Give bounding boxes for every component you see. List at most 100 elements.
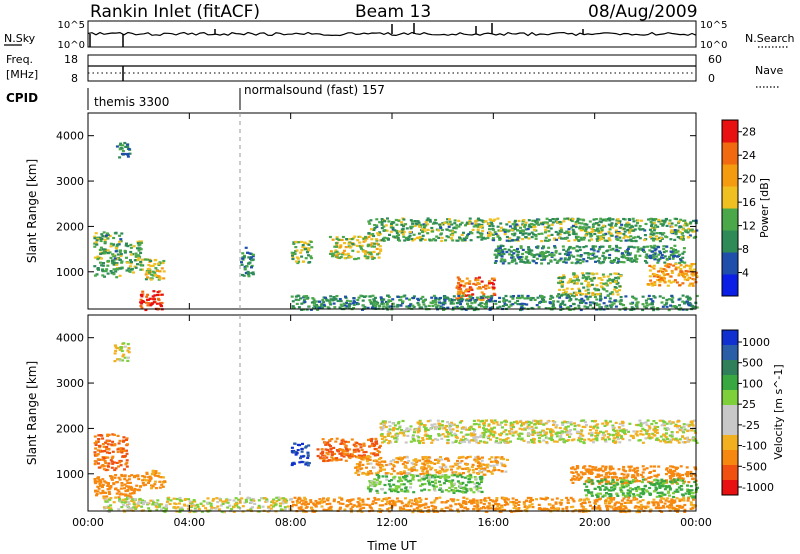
heatmap-cell <box>649 256 653 259</box>
heatmap-cell <box>620 223 624 226</box>
heatmap-cell <box>559 257 563 260</box>
heatmap-cell <box>650 237 654 240</box>
heatmap-cell <box>584 293 588 296</box>
heatmap-cell <box>465 433 469 436</box>
heatmap-cell <box>455 429 459 432</box>
heatmap-cell <box>468 288 472 291</box>
heatmap-cell <box>375 489 379 492</box>
heatmap-cell <box>478 286 481 289</box>
heatmap-cell <box>398 425 402 428</box>
heatmap-cell <box>511 223 515 226</box>
heatmap-cell <box>619 260 623 264</box>
heatmap-cell <box>305 461 309 464</box>
heatmap-cell <box>569 298 573 301</box>
heatmap-cell <box>121 150 125 153</box>
heatmap-cell <box>119 240 123 243</box>
heatmap-cell <box>576 250 580 253</box>
heatmap-cell <box>419 223 423 226</box>
heatmap-cell <box>331 299 335 302</box>
heatmap-cell <box>337 458 341 461</box>
heatmap-cell <box>369 244 373 247</box>
heatmap-cell <box>481 221 485 224</box>
heatmap-cell <box>665 236 669 239</box>
heatmap-cell <box>625 224 629 227</box>
heatmap-cell <box>447 490 451 493</box>
heatmap-cell <box>107 448 111 451</box>
heatmap-cell <box>126 245 130 248</box>
heatmap-cell <box>684 264 688 267</box>
heatmap-cell <box>520 294 524 297</box>
heatmap-cell <box>480 305 483 308</box>
heatmap-cell <box>454 434 458 437</box>
heatmap-cell <box>564 261 568 264</box>
heatmap-cell <box>652 222 656 225</box>
heatmap-cell <box>461 435 465 438</box>
heatmap-cell <box>593 222 597 225</box>
heatmap-cell <box>448 428 452 432</box>
heatmap-cell <box>538 422 542 425</box>
heatmap-cell <box>139 240 143 243</box>
heatmap-cell <box>520 306 524 309</box>
heatmap-cell <box>420 422 423 425</box>
heatmap-cell <box>599 245 603 248</box>
heatmap-cell <box>318 456 322 459</box>
heatmap-cell <box>632 469 636 472</box>
heatmap-cell <box>559 436 563 439</box>
heatmap-cell <box>475 485 479 488</box>
heatmap-cell <box>633 236 637 239</box>
heatmap-cell <box>476 281 480 284</box>
heatmap-cell <box>588 220 592 223</box>
heatmap-cell <box>333 452 337 455</box>
heatmap-cell <box>102 262 105 265</box>
heatmap-cell <box>649 471 653 474</box>
heatmap-cell <box>326 448 330 452</box>
heatmap-cell <box>501 305 505 308</box>
heatmap-cell <box>503 233 507 236</box>
heatmap-cell <box>641 422 645 425</box>
heatmap-cell <box>594 288 598 291</box>
heatmap-cell <box>107 465 110 468</box>
heatmap-cell <box>427 465 431 468</box>
heatmap-cell <box>323 454 327 457</box>
heatmap-cell <box>348 448 352 451</box>
heatmap-cell <box>609 232 613 235</box>
heatmap-cell <box>121 359 125 362</box>
heatmap-cell <box>601 465 605 468</box>
heatmap-cell <box>685 437 689 440</box>
heatmap-cell <box>662 279 666 282</box>
heatmap-cell <box>108 451 111 455</box>
heatmap-cell <box>426 434 430 438</box>
heatmap-cell <box>386 238 390 241</box>
heatmap-cell <box>624 235 628 238</box>
heatmap-cell <box>242 274 246 277</box>
heatmap-cell <box>440 458 444 461</box>
heatmap-cell <box>414 222 418 225</box>
heatmap-cell <box>410 469 414 472</box>
heatmap-cell <box>665 432 668 435</box>
heatmap-cell <box>670 229 674 232</box>
heatmap-cell <box>431 230 435 233</box>
heatmap-cell <box>502 297 506 300</box>
heatmap-cell <box>100 450 104 453</box>
heatmap-cell <box>437 424 441 427</box>
heatmap-cell <box>647 218 651 221</box>
heatmap-cell <box>587 239 591 242</box>
heatmap-cell <box>622 465 626 469</box>
heatmap-cell <box>535 304 539 307</box>
heatmap-cell <box>686 475 689 478</box>
heatmap-cell <box>346 252 350 255</box>
heatmap-cell <box>375 479 379 482</box>
heatmap-cell <box>392 465 396 468</box>
heatmap-cell <box>598 306 602 309</box>
heatmap-cell <box>323 459 327 463</box>
heatmap-cell <box>383 229 387 232</box>
heatmap-cell <box>529 252 533 255</box>
heatmap-cell <box>378 451 381 454</box>
heatmap-cell <box>146 293 150 296</box>
heatmap-cell <box>464 224 467 227</box>
heatmap-cell <box>566 251 570 254</box>
heatmap-cell <box>641 248 645 251</box>
heatmap-cell <box>675 281 679 284</box>
heatmap-cell <box>566 248 570 251</box>
heatmap-cell <box>571 224 575 227</box>
